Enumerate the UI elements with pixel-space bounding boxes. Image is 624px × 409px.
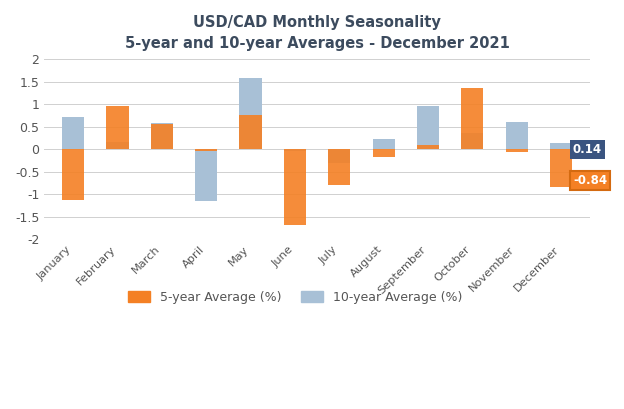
Bar — [417, 145, 439, 149]
Bar — [284, 149, 306, 151]
Bar — [328, 149, 350, 185]
Text: -0.84: -0.84 — [573, 174, 607, 187]
Bar — [62, 117, 84, 149]
Text: 0.14: 0.14 — [573, 143, 602, 156]
Bar — [550, 149, 572, 187]
Legend: 5-year Average (%), 10-year Average (%): 5-year Average (%), 10-year Average (%) — [123, 286, 467, 309]
Bar — [373, 139, 395, 149]
Bar — [550, 143, 572, 149]
Bar — [107, 142, 129, 149]
Bar — [195, 149, 217, 151]
Bar — [195, 149, 217, 201]
Bar — [62, 149, 84, 200]
Bar — [417, 106, 439, 149]
Bar — [328, 149, 350, 163]
Bar — [373, 149, 395, 157]
Bar — [151, 124, 173, 149]
Bar — [505, 122, 528, 149]
Bar — [240, 78, 261, 149]
Bar — [107, 106, 129, 149]
Title: USD/CAD Monthly Seasonality
5-year and 10-year Averages - December 2021: USD/CAD Monthly Seasonality 5-year and 1… — [125, 15, 510, 51]
Bar — [240, 115, 261, 149]
Bar — [284, 149, 306, 225]
Bar — [461, 88, 484, 149]
Bar — [151, 123, 173, 149]
Bar — [505, 149, 528, 152]
Bar — [461, 133, 484, 149]
